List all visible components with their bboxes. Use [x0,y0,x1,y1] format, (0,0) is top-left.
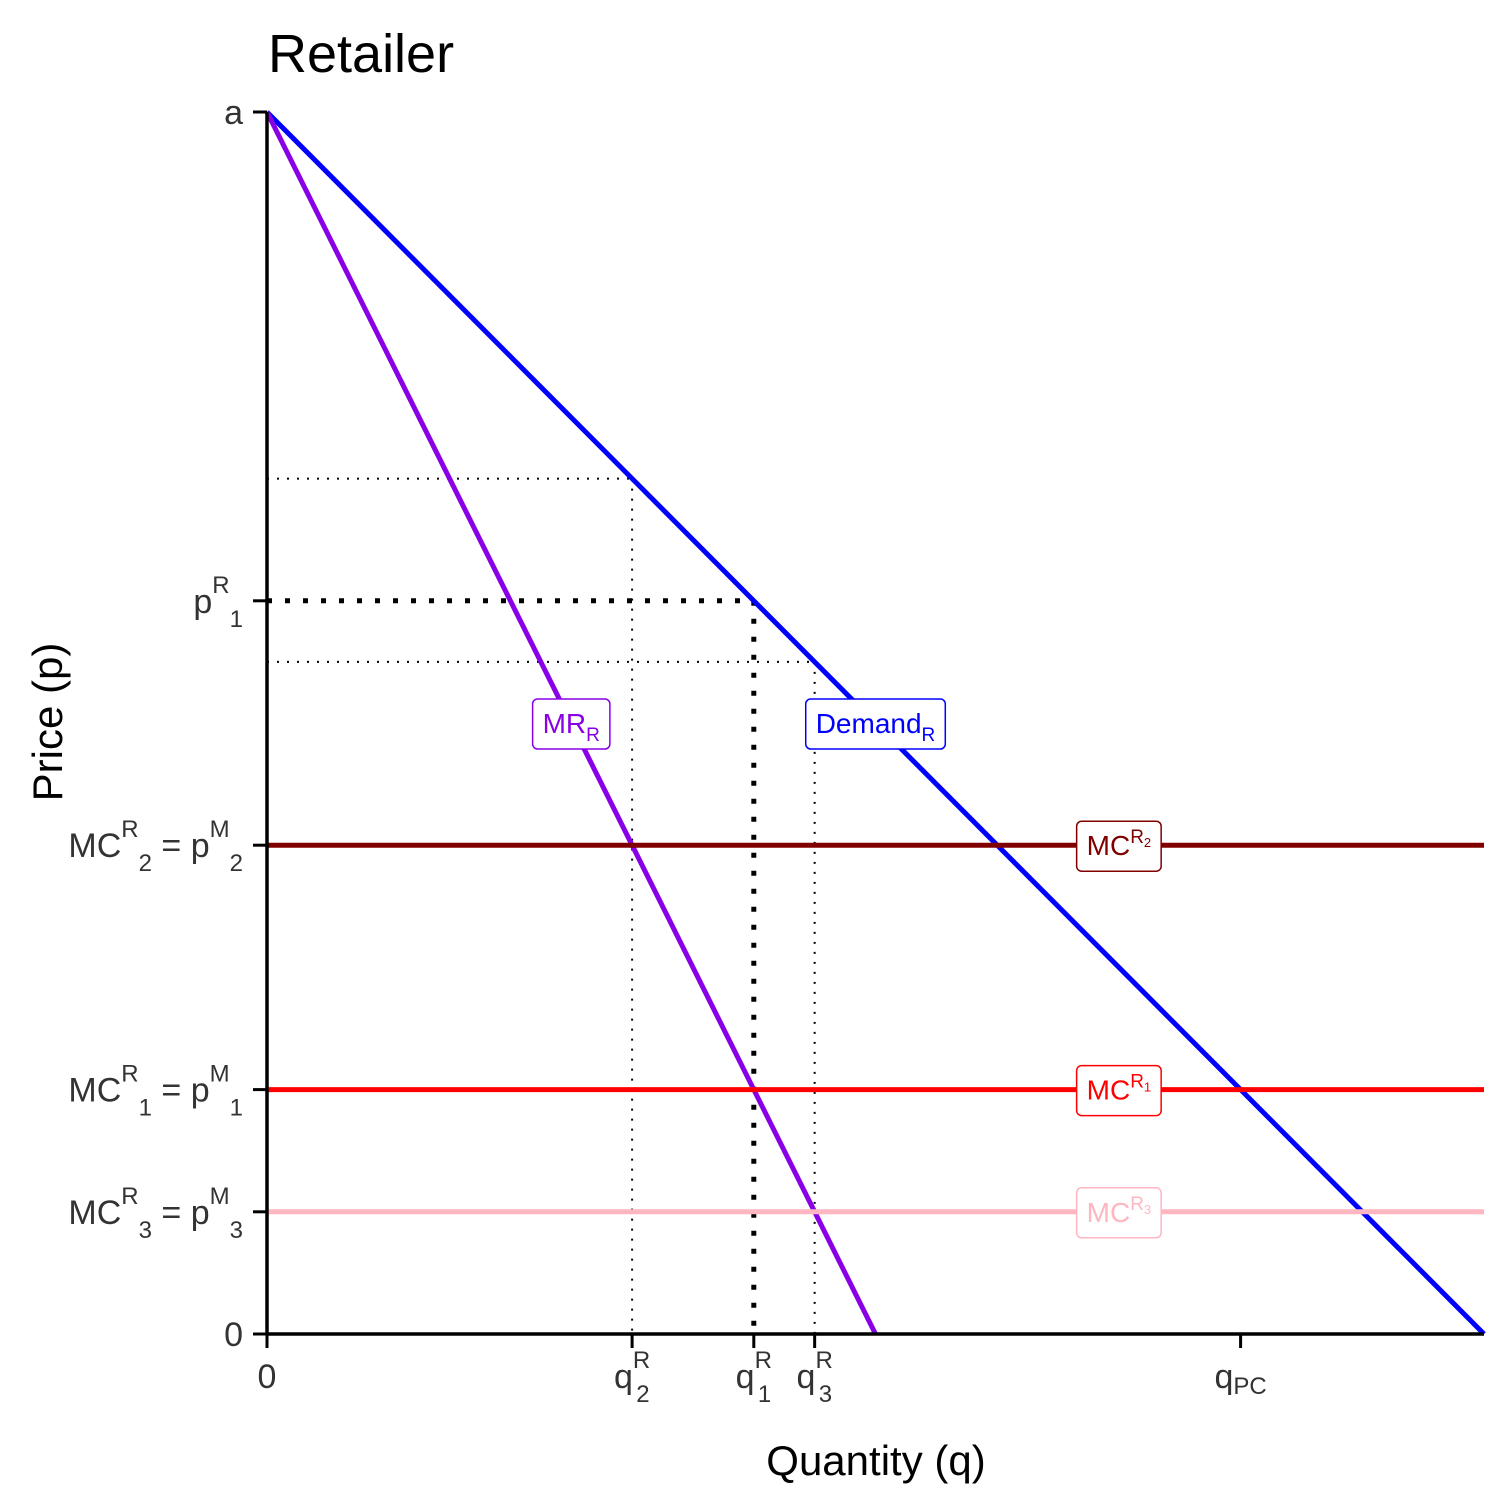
label-text: MRR [543,708,600,746]
label-text: MCR1 [1087,1072,1152,1106]
x-tick-sup: R [633,1347,650,1374]
label-demand-r: DemandR [804,698,947,750]
y-tick-sub: 1 [230,606,243,633]
y-tick-sup: R [121,1183,138,1210]
y-tick-text2: p [191,1072,210,1110]
y-tick-text: MC [68,827,121,865]
y-tick-sup: R [121,816,138,843]
x-tick-sup: R [755,1347,772,1374]
label-main: Demand [816,708,922,739]
y-tick-sub: 3 [139,1217,152,1244]
y-tick-label-3: MCR1 = pM1 [68,1061,243,1122]
label-box [1075,1064,1162,1117]
y-tick-text: p [193,583,212,621]
label-sup: R [1130,1194,1144,1215]
label-box [1075,820,1162,872]
label-supsub: 2 [1144,835,1151,850]
x-tick-text: 0 [258,1358,277,1396]
label-text: DemandR [816,708,936,746]
y-tick-text: MC [68,1072,121,1110]
y-tick-text: 0 [224,1316,243,1354]
y-tick-sub2: 3 [230,1217,243,1244]
x-tick-sub: 2 [636,1381,649,1408]
x-tick-sub: PC [1233,1373,1266,1400]
y-axis-title: Price (p) [24,643,71,802]
y-tick-text: MC [68,1194,121,1232]
label-text: MCR3 [1087,1194,1152,1228]
label-sup: R [1130,827,1144,848]
y-tick-text2: p [191,827,210,865]
label-mc-1: MCR1 [1075,1064,1162,1117]
x-tick-label-2: qR 1 [736,1347,772,1408]
y-tick-text2: p [191,1194,210,1232]
y-tick-sub: 1 [139,1095,152,1122]
y-tick-sup2: M [210,1061,230,1088]
y-tick-sup: R [121,1061,138,1088]
y-tick-label-0: a [224,94,243,132]
y-tick-sub2: 1 [230,1095,243,1122]
y-tick-label-4: MCR3 = pM3 [68,1183,243,1244]
chart-title: Retailer [268,24,454,84]
label-supsub: 3 [1144,1202,1151,1217]
label-main: MR [543,708,587,739]
label-mc-2: MCR2 [1075,820,1162,872]
x-tick-label-0: 0 [258,1358,277,1396]
y-tick-text: a [224,94,243,132]
axes [265,112,1484,1336]
x-ticks: 0 qR 2 qR 1 qR 3 qPC [258,1334,1267,1408]
x-tick-text: q [736,1358,755,1396]
label-main: MC [1087,830,1131,861]
y-tick-eq: = [152,1194,191,1232]
x-tick-sub: 3 [819,1381,832,1408]
label-box [804,698,947,750]
x-tick-label-1: qR 2 [614,1347,650,1408]
label-main: MC [1087,1075,1131,1106]
label-sub: R [586,725,600,746]
label-box [1075,1187,1162,1239]
x-tick-text: q [614,1358,633,1396]
y-tick-sub: 2 [139,850,152,877]
label-sub: R [922,725,936,746]
y-tick-label-1: pR1 [193,572,243,633]
label-main: MC [1087,1197,1131,1228]
x-tick-label-4: qPC [1214,1358,1266,1400]
y-tick-sup: R [212,572,229,599]
label-mc-3: MCR3 [1075,1187,1162,1239]
y-tick-eq: = [152,827,191,865]
x-tick-label-3: qR 3 [797,1347,833,1408]
label-mr-r: MRR [531,698,611,750]
y-tick-sub2: 2 [230,850,243,877]
guide-lines [267,477,816,1334]
x-tick-sub: 1 [758,1381,771,1408]
x-axis-title: Quantity (q) [766,1437,985,1484]
y-tick-label-5: 0 [224,1316,243,1354]
label-text: MCR2 [1087,827,1152,861]
x-tick-sup: R [815,1347,832,1374]
y-tick-sup2: M [210,816,230,843]
y-tick-label-2: MCR2 = pM2 [68,816,243,877]
label-box [531,698,611,750]
x-tick-text: q [1214,1358,1233,1396]
label-supsub: 1 [1144,1080,1151,1095]
x-tick-text: q [797,1358,816,1396]
label-sup: R [1130,1072,1144,1093]
y-tick-sup2: M [210,1183,230,1210]
y-tick-eq: = [152,1072,191,1110]
